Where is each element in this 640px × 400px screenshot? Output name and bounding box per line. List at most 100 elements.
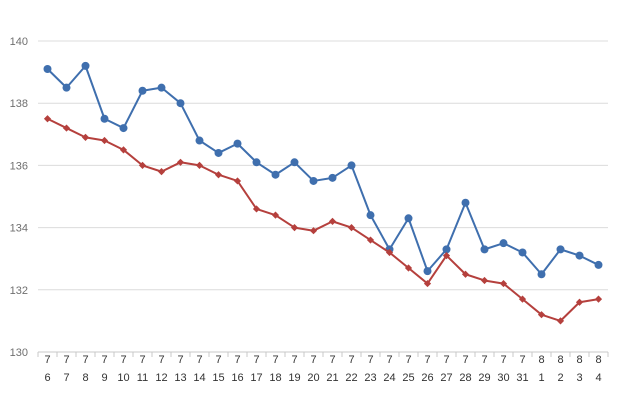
x-tick-label: 7 11	[137, 354, 148, 384]
x-tick-month: 7	[500, 354, 506, 366]
x-tick-day: 17	[250, 372, 262, 384]
x-tick-day: 10	[117, 372, 129, 384]
y-tick-label: 138	[10, 98, 28, 110]
x-tick-day: 3	[576, 372, 582, 384]
data-point	[62, 124, 71, 132]
data-point	[366, 211, 375, 220]
x-tick-month: 8	[595, 354, 601, 366]
data-point	[575, 251, 584, 260]
x-tick-label: 7 13	[174, 354, 186, 384]
data-point	[556, 245, 565, 254]
x-tick-month: 7	[329, 354, 335, 366]
data-point	[100, 114, 109, 123]
data-point	[423, 279, 432, 288]
x-tick-day: 9	[101, 372, 107, 384]
data-point	[271, 211, 280, 219]
x-tick-day: 7	[63, 372, 69, 384]
x-tick-month: 7	[234, 354, 240, 366]
x-tick-month: 7	[139, 354, 145, 366]
data-point	[404, 264, 413, 272]
x-tick-label: 7 31	[516, 354, 528, 384]
x-tick-label: 7 30	[497, 354, 509, 384]
x-tick-label: 7 24	[383, 354, 395, 384]
data-point	[499, 279, 508, 288]
x-tick-label: 7 18	[269, 354, 281, 384]
y-tick-label: 140	[10, 36, 28, 48]
data-point	[328, 173, 337, 182]
x-tick-month: 7	[253, 354, 259, 366]
x-tick-label: 7 26	[421, 354, 433, 384]
data-point	[119, 124, 128, 133]
data-point	[594, 295, 603, 303]
x-tick-day: 29	[478, 372, 490, 384]
data-point	[195, 161, 204, 169]
x-tick-day: 22	[345, 372, 357, 384]
x-tick-month: 7	[519, 354, 525, 366]
x-tick-month: 7	[367, 354, 373, 366]
data-point	[81, 133, 90, 142]
x-tick-month: 7	[177, 354, 183, 366]
data-point	[442, 245, 451, 254]
x-tick-month: 7	[196, 354, 202, 366]
x-tick-label: 7 22	[345, 354, 357, 384]
x-tick-label: 7 21	[326, 354, 338, 384]
x-tick-label: 81	[538, 354, 544, 384]
x-tick-month: 7	[272, 354, 278, 366]
data-point	[480, 276, 489, 285]
data-point	[309, 176, 318, 185]
x-tick-label: 7 10	[117, 354, 129, 384]
x-tick-day: 12	[155, 372, 167, 384]
x-tick-month: 8	[538, 354, 544, 366]
x-tick-day: 20	[307, 372, 319, 384]
x-tick-label: 7 28	[459, 354, 471, 384]
data-point	[518, 248, 527, 257]
x-tick-month: 7	[348, 354, 354, 366]
x-tick-label: 77	[63, 354, 69, 384]
data-point	[594, 260, 603, 269]
x-tick-day: 25	[402, 372, 414, 384]
series-1	[43, 61, 603, 279]
data-point	[176, 99, 185, 108]
data-point	[347, 224, 356, 232]
x-tick-label: 7 25	[402, 354, 414, 384]
y-axis-tick-labels: 130 132 134 136 138 140	[10, 36, 28, 359]
x-tick-month: 8	[557, 354, 563, 366]
x-tick-label: 7 19	[288, 354, 300, 384]
data-point	[62, 83, 71, 92]
x-tick-month: 7	[386, 354, 392, 366]
x-tick-month: 7	[291, 354, 297, 366]
series-line	[47, 117, 599, 322]
data-point	[119, 146, 128, 154]
x-tick-day: 24	[383, 372, 395, 384]
data-point	[537, 311, 546, 319]
y-tick-label: 136	[10, 160, 28, 172]
x-tick-month: 7	[63, 354, 69, 366]
x-tick-day: 11	[137, 372, 148, 384]
data-point	[43, 64, 52, 73]
x-tick-month: 7	[44, 354, 50, 366]
x-tick-day: 8	[82, 372, 88, 384]
data-point	[81, 61, 90, 70]
data-point	[138, 86, 147, 95]
x-tick-label: 78	[82, 354, 88, 384]
series-lines	[43, 61, 603, 325]
data-point	[537, 270, 546, 279]
x-tick-day: 18	[269, 372, 281, 384]
y-tick-label: 132	[10, 285, 28, 297]
data-point	[290, 158, 299, 167]
x-tick-day: 19	[288, 372, 300, 384]
x-tick-day: 14	[193, 372, 205, 384]
x-tick-month: 7	[405, 354, 411, 366]
x-tick-day: 15	[212, 372, 224, 384]
data-point	[309, 227, 318, 235]
x-tick-day: 27	[440, 372, 452, 384]
x-tick-month: 7	[310, 354, 316, 366]
x-tick-day: 30	[497, 372, 509, 384]
data-point	[157, 168, 166, 176]
x-tick-label: 82	[557, 354, 563, 384]
x-tick-label: 7 16	[231, 354, 243, 384]
data-point	[366, 236, 375, 244]
data-point	[556, 317, 565, 325]
x-tick-label: 7 29	[478, 354, 490, 384]
